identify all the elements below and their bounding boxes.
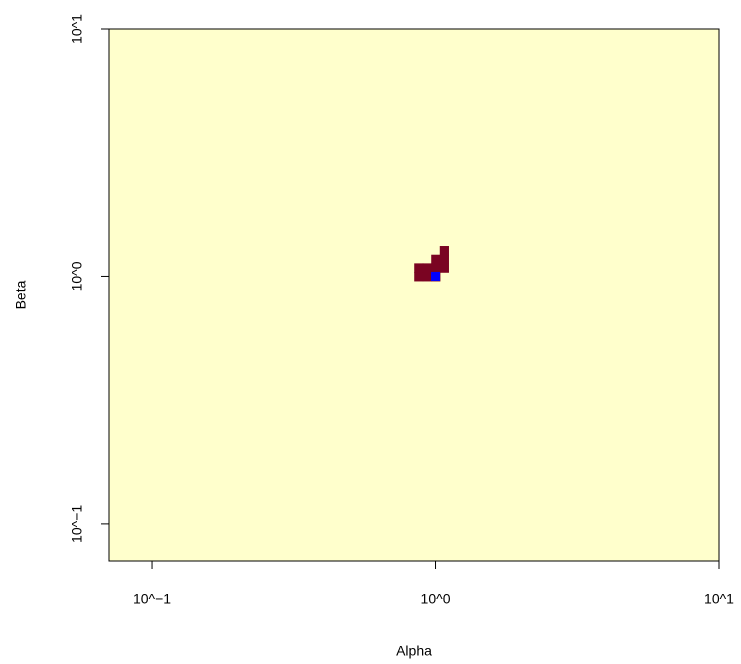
heat-cell: [439, 246, 449, 256]
y-tick-label: 10^1: [69, 14, 85, 44]
x-tick-label: 10^−1: [133, 591, 171, 607]
x-axis-label: Alpha: [396, 643, 432, 659]
heat-cell: [439, 254, 449, 265]
heat-cell: [414, 272, 424, 282]
heat-cell: [422, 263, 432, 273]
heat-cell: [422, 272, 432, 282]
y-tick-label: 10^0: [69, 261, 85, 291]
heat-cell: [414, 263, 424, 273]
plot-background: [109, 29, 719, 561]
true-point: [431, 271, 441, 281]
y-axis-label: Beta: [13, 280, 29, 309]
heat-cell: [431, 254, 441, 265]
x-tick-label: 10^0: [421, 591, 451, 607]
x-tick-label: 10^1: [704, 591, 734, 607]
heat-cell: [439, 263, 449, 273]
heat-cell: [431, 263, 441, 273]
y-tick-label: 10^−1: [69, 505, 85, 543]
plot-frame: [108, 28, 720, 562]
